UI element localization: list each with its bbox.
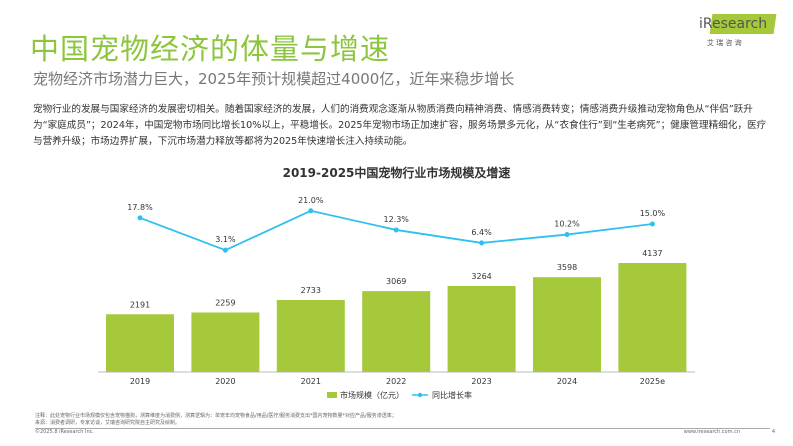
bar-2024 xyxy=(533,277,601,372)
growth-label-2021: 21.0% xyxy=(298,196,324,205)
growth-point-2019 xyxy=(137,215,143,221)
x-tick-2024: 2024 xyxy=(557,377,577,386)
page-subtitle: 宠物经济市场潜力巨大，2025年预计规模超过4000亿，近年来稳步增长 xyxy=(33,70,515,88)
x-tick-2025e: 2025e xyxy=(640,377,665,386)
legend-bar-label: 市场规模（亿元） xyxy=(340,390,404,400)
bar-label-2024: 3598 xyxy=(557,263,577,272)
growth-label-2019: 17.8% xyxy=(127,203,153,212)
x-tick-2023: 2023 xyxy=(471,377,491,386)
x-tick-2021: 2021 xyxy=(301,377,321,386)
bar-label-2020: 2259 xyxy=(215,298,235,307)
bar-label-2019: 2191 xyxy=(130,300,150,309)
growth-label-2025e: 15.0% xyxy=(640,209,666,218)
x-tick-2022: 2022 xyxy=(386,377,406,386)
logo-cn: 艾 瑞 咨 询 xyxy=(707,39,742,47)
bar-2019 xyxy=(106,314,174,372)
growth-point-2025e xyxy=(649,221,655,227)
legend-bar-swatch xyxy=(327,392,337,398)
chart-title: 2019-2025中国宠物行业市场规模及增速 xyxy=(282,166,511,180)
x-tick-2020: 2020 xyxy=(215,377,235,386)
x-tick-2019: 2019 xyxy=(130,377,150,386)
growth-label-2022: 12.3% xyxy=(383,215,409,224)
copyright: ©2025.8 iResearch Inc. xyxy=(35,429,94,435)
page-title: 中国宠物经济的体量与增速 xyxy=(30,32,391,66)
bar-2025e xyxy=(618,263,687,372)
bar-2023 xyxy=(447,286,516,372)
bar-label-2023: 3264 xyxy=(471,272,491,281)
website: www.iresearch.com.cn xyxy=(683,429,740,435)
footer: ©2025.8 iResearch Inc. 4 www.iresearch.c… xyxy=(35,428,775,435)
growth-point-2023 xyxy=(479,240,485,246)
bar-2021 xyxy=(276,299,345,372)
legend-line-marker xyxy=(417,392,423,398)
growth-label-2023: 6.4% xyxy=(471,228,492,237)
page-number: 4 xyxy=(771,429,775,435)
logo-text: iResearch xyxy=(699,16,768,32)
growth-point-2024 xyxy=(564,232,570,238)
source: 来源：消费者调研，专家访谈，艾瑞咨询研究院自主研究及绘制。 xyxy=(35,420,181,426)
bar-label-2022: 3069 xyxy=(386,277,406,286)
growth-point-2021 xyxy=(308,208,314,214)
bar-2020 xyxy=(191,312,260,372)
growth-label-2020: 3.1% xyxy=(215,235,236,244)
iresearch-logo: iResearch 艾 瑞 咨 询 xyxy=(697,14,777,50)
bar-label-2021: 2733 xyxy=(301,286,321,295)
bar-label-2025e: 4137 xyxy=(642,249,662,258)
legend: 市场规模（亿元） 同比增长率 xyxy=(327,390,472,400)
growth-point-2022 xyxy=(393,227,399,233)
growth-label-2024: 10.2% xyxy=(554,220,580,229)
bar-2022 xyxy=(362,291,431,372)
footnote: 注释：此处宠物行业市场规模仅包含宠物猫狗，测算维度为消费侧，测算逻辑为：单宠年均… xyxy=(35,413,397,419)
legend-line-label: 同比增长率 xyxy=(432,390,472,400)
intro-paragraph: 宠物行业的发展与国家经济的发展密切相关。随着国家经济的发展，人们的消费观念逐渐从… xyxy=(33,104,767,147)
growth-point-2020 xyxy=(222,247,228,253)
